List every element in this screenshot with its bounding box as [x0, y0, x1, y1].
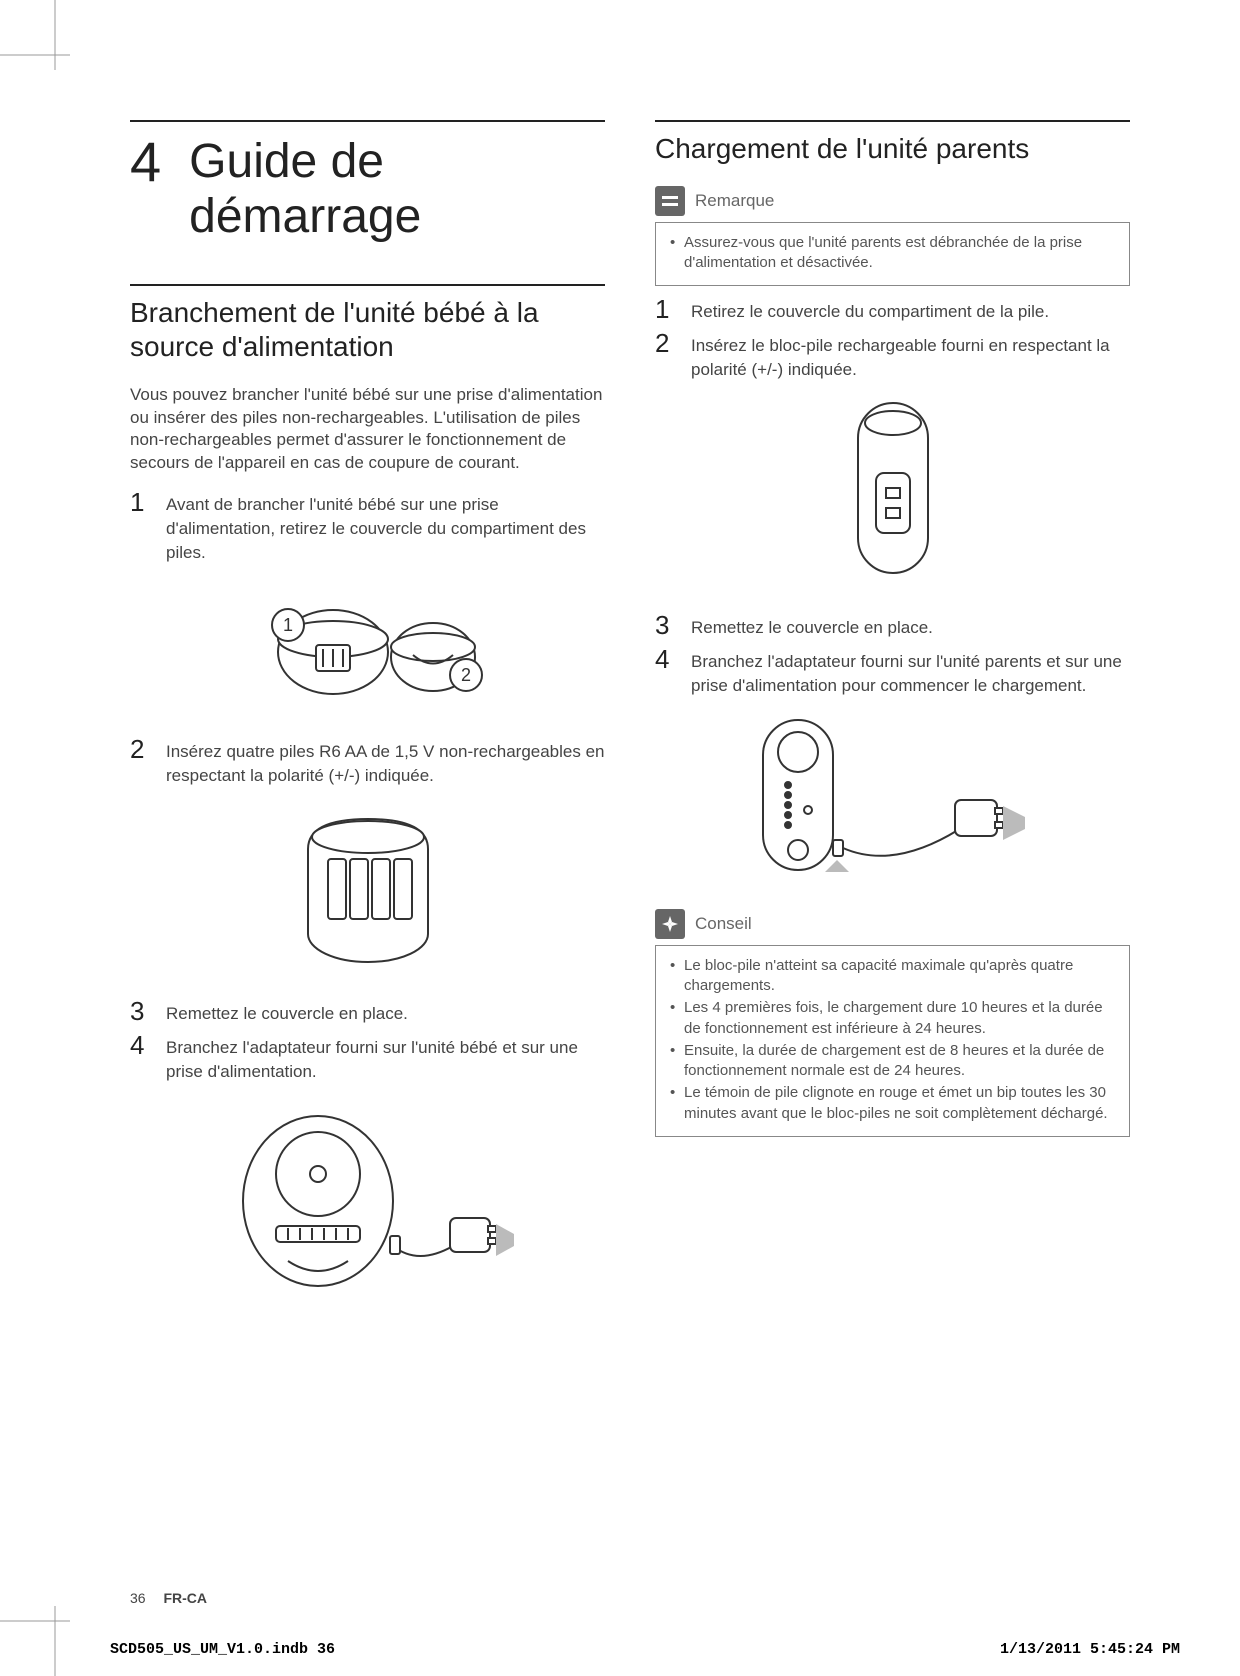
figure-parent-battery: [655, 393, 1130, 588]
figure-baby-unit-plug: [130, 1096, 605, 1301]
right-step-1: 1 Retirez le couvercle du compartiment d…: [655, 296, 1130, 324]
content-columns: 4 Guide de démarrage Branchement de l'un…: [130, 120, 1130, 1325]
step-number: 1: [130, 489, 152, 564]
figure-insert-batteries: [130, 799, 605, 974]
print-file: SCD505_US_UM_V1.0.indb 36: [110, 1641, 335, 1658]
step-text: Branchez l'adaptateur fourni sur l'unité…: [691, 646, 1130, 698]
step-text: Remettez le couvercle en place.: [691, 612, 933, 640]
intro-paragraph: Vous pouvez brancher l'unité bébé sur un…: [130, 384, 605, 476]
right-step-2: 2 Insérez le bloc-pile rechargeable four…: [655, 330, 1130, 382]
tip-item: Ensuite, la durée de chargement est de 8…: [670, 1041, 1115, 1082]
step-text: Retirez le couvercle du compartiment de …: [691, 296, 1049, 324]
note-icon: [655, 186, 685, 216]
chapter-heading: 4 Guide de démarrage: [130, 120, 605, 244]
left-step-3: 3 Remettez le couvercle en place.: [130, 998, 605, 1026]
svg-text:2: 2: [460, 665, 470, 685]
page-number: 36: [130, 1590, 146, 1606]
page: 4 Guide de démarrage Branchement de l'un…: [0, 0, 1240, 1676]
tip-callout: Conseil Le bloc-pile n'atteint sa capaci…: [655, 909, 1130, 1137]
step-text: Avant de brancher l'unité bébé sur une p…: [166, 489, 605, 564]
tip-item: Les 4 premières fois, le chargement dure…: [670, 998, 1115, 1039]
right-step-4: 4 Branchez l'adaptateur fourni sur l'uni…: [655, 646, 1130, 698]
tip-icon: [655, 909, 685, 939]
step-text: Remettez le couvercle en place.: [166, 998, 408, 1026]
step-number: 3: [130, 998, 152, 1026]
step-text: Insérez le bloc-pile rechargeable fourni…: [691, 330, 1130, 382]
print-timestamp: 1/13/2011 5:45:24 PM: [1000, 1641, 1180, 1658]
tip-header: Conseil: [655, 909, 1130, 939]
tip-item: Le bloc-pile n'atteint sa capacité maxim…: [670, 956, 1115, 997]
tip-box: Le bloc-pile n'atteint sa capacité maxim…: [655, 945, 1130, 1137]
section-title-right: Chargement de l'unité parents: [655, 120, 1130, 166]
step-text: Insérez quatre piles R6 AA de 1,5 V non-…: [166, 736, 605, 788]
left-step-2: 2 Insérez quatre piles R6 AA de 1,5 V no…: [130, 736, 605, 788]
step-number: 4: [655, 646, 677, 698]
print-meta: SCD505_US_UM_V1.0.indb 36 1/13/2011 5:45…: [110, 1641, 1180, 1658]
step-number: 4: [130, 1032, 152, 1084]
note-box: Assurez-vous que l'unité parents est déb…: [655, 222, 1130, 287]
step-number: 2: [655, 330, 677, 382]
chapter-title-text: Guide de démarrage: [189, 134, 605, 244]
note-item: Assurez-vous que l'unité parents est déb…: [670, 233, 1115, 274]
note-callout: Remarque Assurez-vous que l'unité parent…: [655, 186, 1130, 287]
section-title-left: Branchement de l'unité bébé à la source …: [130, 284, 605, 363]
note-label: Remarque: [695, 191, 774, 211]
page-language: FR-CA: [163, 1590, 207, 1606]
left-step-4: 4 Branchez l'adaptateur fourni sur l'uni…: [130, 1032, 605, 1084]
svg-text:1: 1: [282, 615, 292, 635]
step-number: 2: [130, 736, 152, 788]
left-step-1: 1 Avant de brancher l'unité bébé sur une…: [130, 489, 605, 564]
right-step-3: 3 Remettez le couvercle en place.: [655, 612, 1130, 640]
figure-battery-cover: 1 2: [130, 577, 605, 712]
step-number: 1: [655, 296, 677, 324]
right-column: Chargement de l'unité parents Remarque A…: [655, 120, 1130, 1325]
step-number: 3: [655, 612, 677, 640]
left-column: 4 Guide de démarrage Branchement de l'un…: [130, 120, 605, 1325]
tip-item: Le témoin de pile clignote en rouge et é…: [670, 1083, 1115, 1124]
tip-label: Conseil: [695, 914, 752, 934]
figure-parent-unit-plug: [655, 710, 1130, 885]
step-text: Branchez l'adaptateur fourni sur l'unité…: [166, 1032, 605, 1084]
chapter-number: 4: [130, 134, 161, 190]
note-header: Remarque: [655, 186, 1130, 216]
page-footer: 36 FR-CA: [130, 1590, 207, 1606]
